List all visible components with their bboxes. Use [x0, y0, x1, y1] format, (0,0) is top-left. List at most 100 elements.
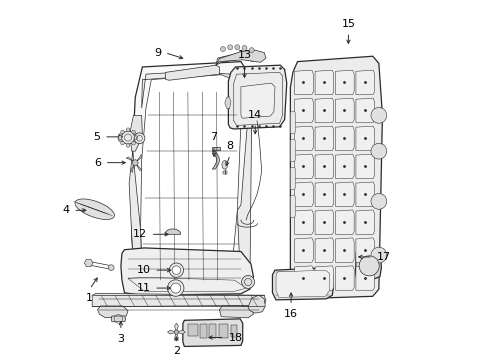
- Polygon shape: [355, 98, 374, 122]
- Text: 12: 12: [133, 229, 147, 239]
- Text: 6: 6: [94, 158, 101, 168]
- Polygon shape: [141, 74, 241, 293]
- Polygon shape: [228, 65, 286, 129]
- Polygon shape: [176, 330, 185, 334]
- Polygon shape: [183, 319, 242, 346]
- Circle shape: [122, 131, 134, 144]
- Polygon shape: [355, 182, 374, 206]
- Polygon shape: [314, 210, 333, 234]
- Polygon shape: [219, 305, 253, 318]
- Polygon shape: [294, 210, 313, 234]
- Polygon shape: [355, 126, 374, 150]
- Circle shape: [132, 160, 138, 166]
- Polygon shape: [294, 70, 313, 95]
- Text: 9: 9: [154, 48, 161, 58]
- Circle shape: [358, 256, 379, 276]
- Polygon shape: [290, 167, 295, 189]
- Polygon shape: [241, 83, 274, 118]
- Polygon shape: [212, 151, 219, 169]
- Text: 5: 5: [93, 132, 100, 142]
- Polygon shape: [199, 324, 206, 338]
- Circle shape: [134, 136, 138, 139]
- Circle shape: [370, 193, 386, 209]
- Polygon shape: [314, 98, 333, 122]
- Polygon shape: [355, 238, 374, 262]
- Polygon shape: [75, 199, 114, 220]
- Text: 8: 8: [226, 141, 233, 151]
- Text: 15: 15: [341, 19, 355, 29]
- Polygon shape: [121, 248, 253, 295]
- Polygon shape: [290, 139, 295, 162]
- Circle shape: [108, 265, 114, 270]
- Polygon shape: [355, 252, 381, 279]
- Polygon shape: [135, 154, 142, 163]
- Polygon shape: [335, 182, 353, 206]
- Polygon shape: [208, 324, 215, 338]
- Polygon shape: [294, 182, 313, 206]
- Polygon shape: [314, 266, 333, 290]
- Polygon shape: [335, 70, 353, 95]
- Circle shape: [241, 275, 254, 288]
- Circle shape: [167, 280, 183, 296]
- Polygon shape: [98, 306, 128, 318]
- Polygon shape: [174, 323, 178, 332]
- Polygon shape: [212, 147, 220, 150]
- Circle shape: [249, 48, 254, 53]
- Polygon shape: [294, 126, 313, 150]
- Text: 13: 13: [237, 50, 251, 60]
- Polygon shape: [164, 229, 181, 234]
- Circle shape: [370, 247, 386, 263]
- Polygon shape: [215, 50, 265, 65]
- Circle shape: [121, 141, 124, 145]
- Polygon shape: [314, 238, 333, 262]
- Circle shape: [121, 130, 124, 134]
- Polygon shape: [355, 266, 374, 290]
- Circle shape: [169, 263, 183, 277]
- Polygon shape: [142, 69, 241, 108]
- Polygon shape: [272, 267, 333, 300]
- Circle shape: [370, 108, 386, 123]
- Polygon shape: [314, 182, 333, 206]
- Polygon shape: [294, 238, 313, 262]
- Polygon shape: [247, 295, 264, 313]
- Polygon shape: [335, 154, 353, 179]
- Polygon shape: [355, 210, 374, 234]
- Polygon shape: [335, 98, 353, 122]
- Polygon shape: [165, 65, 219, 80]
- Text: 14: 14: [248, 110, 262, 120]
- Polygon shape: [290, 111, 295, 134]
- Polygon shape: [290, 56, 382, 299]
- Circle shape: [174, 330, 178, 334]
- Text: 10: 10: [136, 265, 150, 275]
- Text: 2: 2: [172, 346, 180, 356]
- Polygon shape: [131, 62, 251, 296]
- Circle shape: [227, 45, 232, 50]
- Polygon shape: [111, 316, 125, 322]
- Polygon shape: [222, 161, 227, 169]
- Polygon shape: [135, 163, 142, 170]
- Polygon shape: [355, 70, 374, 95]
- Polygon shape: [84, 259, 93, 267]
- Polygon shape: [130, 115, 142, 151]
- Polygon shape: [222, 171, 226, 175]
- Polygon shape: [290, 195, 295, 217]
- Polygon shape: [314, 70, 333, 95]
- Circle shape: [170, 283, 181, 293]
- Polygon shape: [130, 163, 135, 172]
- Text: 11: 11: [136, 283, 150, 293]
- Polygon shape: [335, 210, 353, 234]
- Circle shape: [126, 128, 130, 131]
- Polygon shape: [314, 126, 333, 150]
- Polygon shape: [167, 330, 176, 334]
- Polygon shape: [335, 126, 353, 150]
- Circle shape: [172, 266, 181, 274]
- Polygon shape: [92, 293, 265, 307]
- Polygon shape: [218, 324, 227, 338]
- Text: 18: 18: [228, 333, 242, 342]
- Circle shape: [132, 130, 135, 134]
- Polygon shape: [314, 154, 333, 179]
- Polygon shape: [224, 97, 230, 109]
- Circle shape: [370, 143, 386, 159]
- Circle shape: [234, 45, 239, 50]
- Circle shape: [126, 144, 130, 147]
